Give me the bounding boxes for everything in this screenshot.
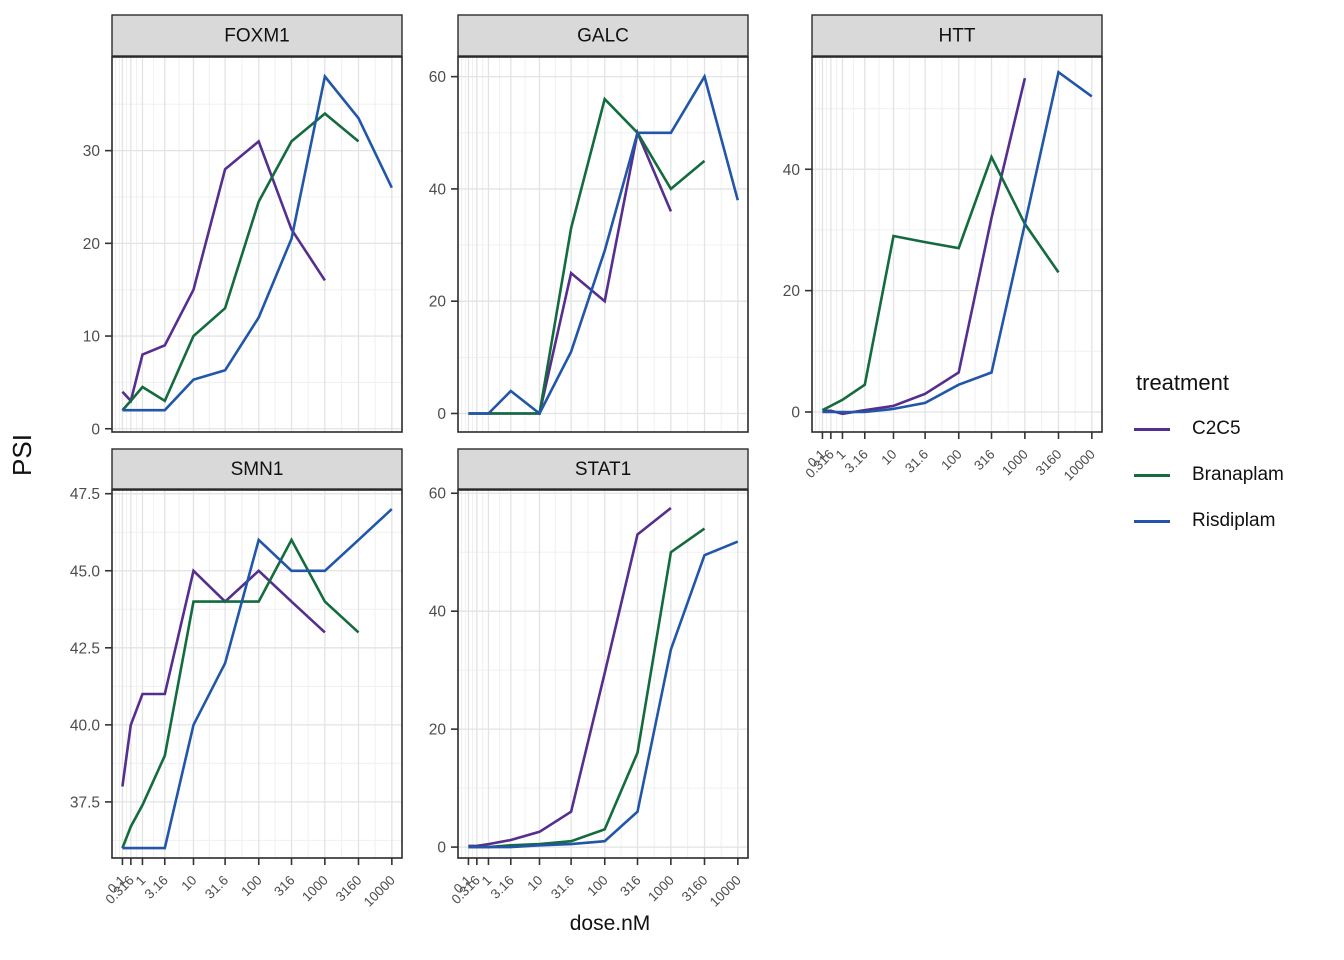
y-tick-label: 20: [429, 722, 447, 739]
y-tick-label: 0: [437, 406, 446, 423]
y-tick-label: 20: [83, 236, 101, 253]
x-tick-label: 3160: [679, 873, 711, 905]
y-tick-label: 40: [429, 604, 447, 621]
x-tick-label: 10000: [361, 873, 398, 910]
line-Branaplam-FOXM1: [121, 111, 360, 412]
panel-border: [111, 489, 403, 859]
y-axis-title: PSI: [6, 434, 37, 476]
panel-background: [458, 57, 748, 432]
y-tick-label: 47.5: [70, 486, 100, 503]
legend-label-Risdiplam: Risdiplam: [1192, 510, 1276, 531]
panel-border: [457, 489, 749, 859]
y-tick-label: 60: [429, 486, 447, 503]
strip-title-STAT1: STAT1: [575, 459, 631, 480]
x-tick-label: 31.6: [548, 873, 577, 902]
y-tick-label: 60: [429, 69, 447, 86]
legend-label-C2C5: C2C5: [1192, 418, 1241, 439]
x-tick-label: 3160: [333, 873, 365, 905]
panel-GALC: GALC 0 20 40 60: [429, 14, 749, 433]
strip-title-HTT: HTT: [939, 26, 976, 47]
panel-background: [458, 490, 748, 858]
x-tick-label: 1000: [999, 447, 1031, 479]
line-C2C5-SMN1: [121, 568, 326, 787]
strip-GALC: [457, 14, 749, 57]
x-tick-label: 316: [271, 873, 298, 900]
line-Risdiplam-FOXM1: [122, 73, 393, 412]
strip-FOXM1: [111, 14, 403, 57]
line-Risdiplam-STAT1: [468, 540, 739, 849]
x-tick-label: 3160: [1033, 447, 1065, 479]
x-tick-label: 31.6: [902, 447, 931, 476]
legend: treatment C2C5 Branaplam Risdiplam: [1134, 370, 1334, 552]
line-C2C5-FOXM1: [121, 139, 326, 404]
x-tick-label: 100: [584, 873, 611, 900]
legend-title: treatment: [1136, 370, 1229, 395]
panel-border: [811, 56, 1103, 433]
x-axis-title: dose.nM: [569, 912, 651, 935]
panel-FOXM1: FOXM1 0 10 20 30: [83, 14, 403, 438]
x-tick-label: 1000: [299, 873, 331, 905]
x-tick-label: 316: [971, 447, 998, 474]
y-tick-label: 30: [83, 143, 101, 160]
x-tick-label: 3.16: [488, 873, 517, 902]
strip-title-SMN1: SMN1: [231, 459, 284, 480]
strip-HTT: [811, 14, 1103, 57]
y-tick-label: 20: [429, 294, 447, 311]
y-tick-label: 10: [83, 329, 101, 346]
line-Risdiplam-GALC: [468, 73, 740, 416]
y-tick-label: 42.5: [70, 640, 100, 657]
legend-item-Risdiplam: Risdiplam: [1134, 506, 1334, 536]
y-tick-label: 20: [783, 283, 801, 300]
x-tick-label: 10000: [707, 873, 744, 910]
legend-label-Branaplam: Branaplam: [1192, 464, 1284, 485]
y-tick-label: 45.0: [70, 563, 101, 580]
x-tick-label: 10000: [1061, 447, 1098, 484]
x-tick-label: 10: [524, 873, 545, 894]
x-tick-label: 10: [178, 873, 199, 894]
panel-background: [112, 57, 402, 432]
x-tick-label: 31.6: [202, 873, 231, 902]
x-tick-label: 10: [878, 447, 899, 468]
y-tick-label: 0: [437, 840, 446, 857]
panel-border: [457, 56, 749, 433]
y-tick-label: 40.0: [70, 717, 101, 734]
y-tick-label: 0: [791, 404, 800, 421]
y-tick-label: 40: [429, 181, 447, 198]
panel-background: [112, 490, 402, 858]
line-Branaplam-HTT: [821, 153, 1060, 412]
line-Risdiplam-SMN1: [122, 508, 393, 850]
legend-item-Branaplam: Branaplam: [1134, 460, 1334, 490]
y-tick-label: 0: [91, 421, 100, 438]
strip-title-FOXM1: FOXM1: [224, 26, 289, 47]
panel-border: [111, 56, 403, 433]
strip-STAT1: [457, 448, 749, 490]
y-tick-label: 40: [783, 162, 801, 179]
strip-SMN1: [111, 448, 403, 490]
y-tick-label: 37.5: [70, 794, 100, 811]
strip-title-GALC: GALC: [577, 26, 629, 47]
panel-background: [812, 57, 1102, 432]
legend-item-C2C5: C2C5: [1134, 414, 1334, 444]
line-C2C5-STAT1: [468, 506, 672, 848]
x-tick-label: 1000: [645, 873, 677, 905]
x-tick-label: 3.16: [142, 873, 171, 902]
legend-swatch-C2C5: [1134, 427, 1170, 431]
x-tick-label: 3.16: [842, 447, 871, 476]
x-tick-label: 100: [938, 447, 965, 474]
legend-items: C2C5 Branaplam Risdiplam: [1134, 414, 1334, 536]
legend-swatch-Risdiplam: [1134, 519, 1170, 523]
legend-swatch-Branaplam: [1134, 473, 1170, 477]
x-tick-label: 100: [238, 873, 265, 900]
x-tick-label: 316: [617, 873, 644, 900]
line-Risdiplam-HTT: [822, 69, 1093, 414]
